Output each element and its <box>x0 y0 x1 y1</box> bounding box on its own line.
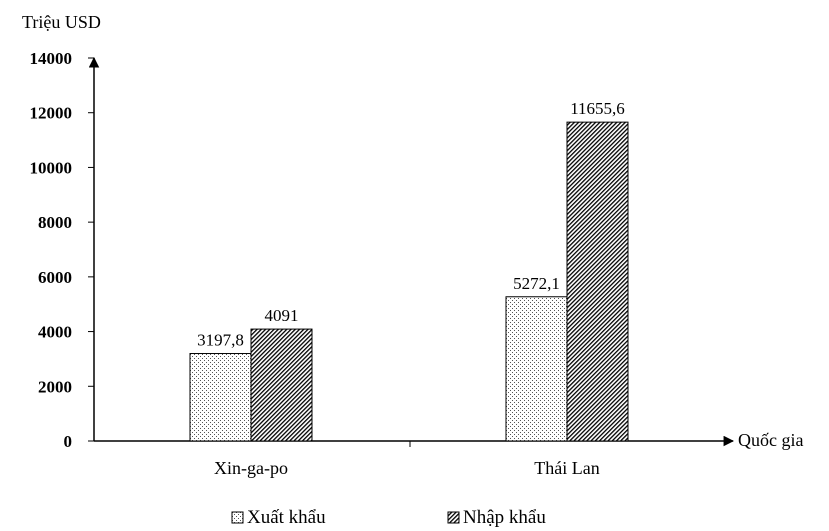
data-label: 5272,1 <box>513 274 560 293</box>
category-label: Thái Lan <box>534 458 599 478</box>
data-label: 11655,6 <box>570 99 625 118</box>
category-labels: Xin-ga-po Thái Lan <box>214 458 600 478</box>
legend: Xuất khẩu Nhập khẩu <box>231 507 546 528</box>
category-label: Xin-ga-po <box>214 458 288 478</box>
legend-label: Xuất khẩu <box>247 507 326 528</box>
bar-xuat-khau <box>505 296 568 442</box>
y-tick-label: 8000 <box>38 213 72 232</box>
data-labels: 3197,8 5272,1 4091 11655,6 <box>197 99 625 349</box>
data-label: 4091 <box>265 306 299 325</box>
bar-nhap-khau <box>250 328 313 442</box>
x-axis-title: Quốc gia <box>738 430 803 450</box>
y-tick-label: 14000 <box>30 49 73 68</box>
bar-nhap-khau <box>566 121 629 442</box>
y-tick-label: 4000 <box>38 323 72 342</box>
y-axis-title: Triệu USD <box>22 12 101 32</box>
data-label: 3197,8 <box>197 331 244 350</box>
bars <box>189 121 629 442</box>
y-tick-label: 10000 <box>30 158 73 177</box>
y-tick-label: 0 <box>64 432 73 451</box>
y-tick-label: 6000 <box>38 268 72 287</box>
y-axis-ticks: 0 2000 4000 6000 8000 10000 12000 14000 <box>30 49 94 451</box>
y-tick-label: 12000 <box>30 104 73 123</box>
legend-label: Nhập khẩu <box>463 507 546 528</box>
legend-swatch <box>447 511 460 524</box>
bar-xuat-khau <box>189 353 252 442</box>
legend-swatch <box>231 511 244 524</box>
y-tick-label: 2000 <box>38 377 72 396</box>
